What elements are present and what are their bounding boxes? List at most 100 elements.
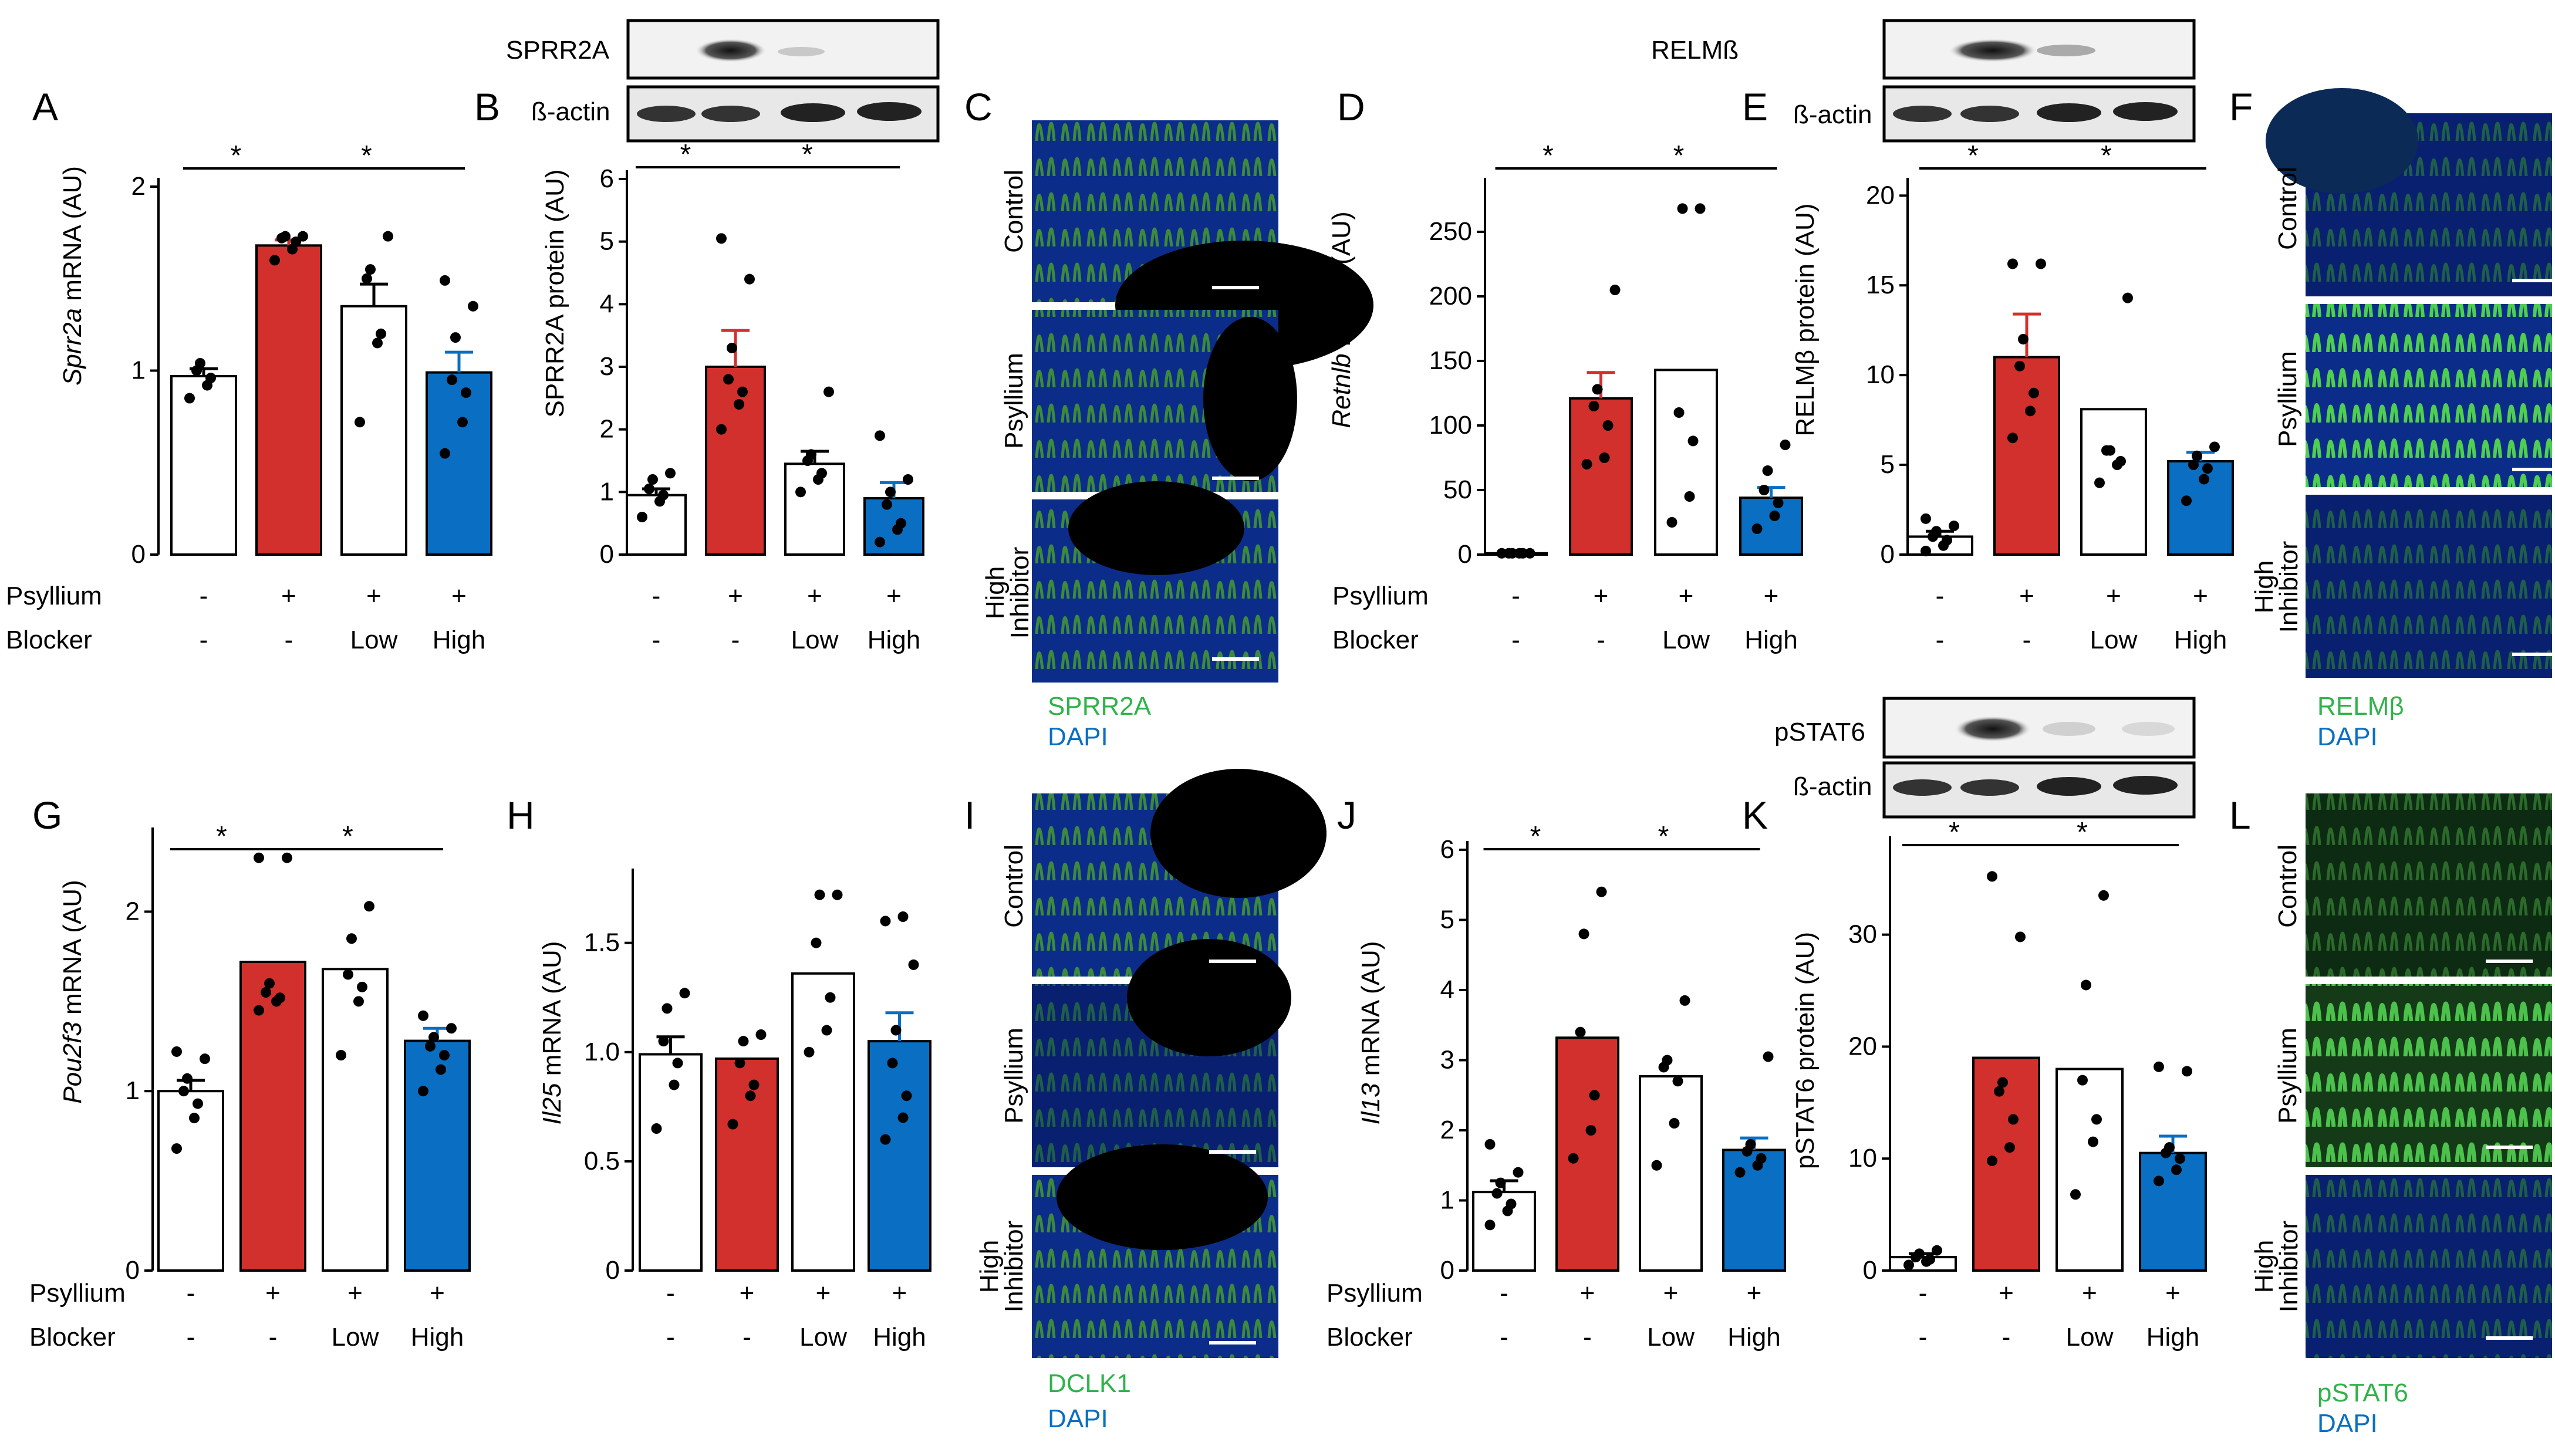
psyllium-sign: + [2165,1279,2181,1308]
data-point [821,1025,832,1036]
data-point [439,1050,450,1061]
blot-b-actin-band [701,106,760,122]
micrograph-l-dapi-label: DAPI [2317,1409,2378,1438]
blot-e-band [1949,39,2037,62]
psyllium-sign: + [2082,1279,2097,1308]
bar [2167,460,2234,556]
blocker-value: - [2002,1323,2011,1352]
data-point [1679,995,1690,1006]
data-point [669,1079,680,1090]
data-point [2164,1142,2175,1153]
psyllium-sign: + [2193,582,2208,610]
data-point [2029,387,2039,398]
blot-e-actin-band [2113,102,2178,121]
data-point [2025,406,2036,417]
micrograph-i-stain-label: DCLK1 [1048,1369,1131,1398]
data-point [1931,526,1942,537]
data-point [875,430,885,441]
data-point [2098,890,2109,901]
psyllium-sign: + [1594,582,1609,610]
micrograph-l-stain-label: pSTAT6 [2317,1379,2408,1407]
bar [340,305,407,556]
data-point [1662,1055,1673,1066]
data-point [447,374,457,386]
blocker-value: - [1936,626,1945,654]
chart-b: 0 1 2 3 4 5 6 * * - + + + - - Low High [600,139,924,654]
data-point [1695,203,1706,214]
blot-k-band [2043,722,2095,736]
significance-star: * [216,821,227,852]
y-axis-unit: mRNA (AU) [1356,941,1385,1083]
data-point [357,981,367,992]
micrograph-c-label-psyllium: Psyllium [1000,353,1028,449]
significance-star: * [680,139,691,170]
data-point [727,343,737,353]
data-point [885,487,896,498]
data-point [1942,535,1952,546]
panel-letter-g: G [32,793,62,837]
panel-letter-d: D [1337,85,1365,129]
data-point [362,273,372,284]
psyllium-sign: + [1679,582,1694,610]
data-point [2154,1175,2164,1187]
panel-a-y-axis-title: Sprr2a mRNA (AU) [58,166,87,386]
data-point [814,889,825,900]
data-point [897,1112,909,1123]
bar [1654,369,1718,556]
data-point [1599,452,1610,463]
data-point [1588,401,1599,411]
data-point [195,357,205,369]
data-point [727,1119,738,1130]
data-point [1609,285,1621,295]
data-point [2171,1164,2182,1175]
blot-k-actin-band [2037,777,2101,796]
data-point [734,399,744,410]
data-point [2014,360,2025,371]
data-point [2094,477,2105,488]
significance-star: * [1543,140,1554,171]
data-point [811,937,822,948]
bar [1639,1075,1703,1272]
y-tick-label: 0 [1440,1256,1454,1285]
psyllium-sign: - [1919,1279,1928,1308]
psyllium-sign: + [1764,582,1779,610]
micrograph-i-lumen [1150,769,1327,898]
micrograph-l-control [2306,793,2552,977]
data-point [745,1090,756,1102]
blocker-value: - [1597,626,1605,654]
micrograph-c-dapi-label: DAPI [1048,722,1108,751]
data-point [182,1073,193,1084]
micrograph-f-lumen [2266,88,2418,194]
data-point [1987,871,1997,882]
y-axis-unit: mRNA (AU) [58,166,87,308]
panel-h-y-axis-title: Il25 mRNA (AU) [538,941,566,1125]
data-point [1581,459,1592,469]
blot-k: pSTAT6 ß-actin [1774,697,2196,819]
y-tick-label: 2 [1440,1116,1454,1144]
psyllium-sign: + [1580,1279,1595,1308]
bar [868,1040,931,1272]
psyllium-sign: - [200,582,208,610]
data-point [748,1079,760,1090]
data-point [2081,979,2091,991]
blocker-value: - [285,626,293,654]
micrograph-f-label-control: Control [2273,167,2302,250]
bar [170,374,237,556]
blocker-value: Low [2066,1323,2114,1352]
y-tick-label: 0 [1881,540,1895,569]
psyllium-sign: + [366,582,382,610]
y-tick-label: 10 [1848,1144,1877,1173]
data-point [880,916,891,927]
data-point [1484,1139,1496,1150]
micrograph-f-label-inhibitor: Inhibitor [2274,541,2303,633]
y-tick-label: 10 [1866,360,1895,389]
data-point [637,512,647,522]
micrograph-c-label-inhibitor: Inhibitor [1005,547,1034,639]
y-tick-label: 200 [1429,282,1472,310]
micrograph-i-dapi-label: DAPI [1048,1404,1108,1433]
data-point [171,1143,182,1154]
data-point [1672,1076,1683,1087]
data-point [1513,1167,1524,1178]
panel-letter-f: F [2229,85,2253,129]
data-point [2199,474,2209,485]
